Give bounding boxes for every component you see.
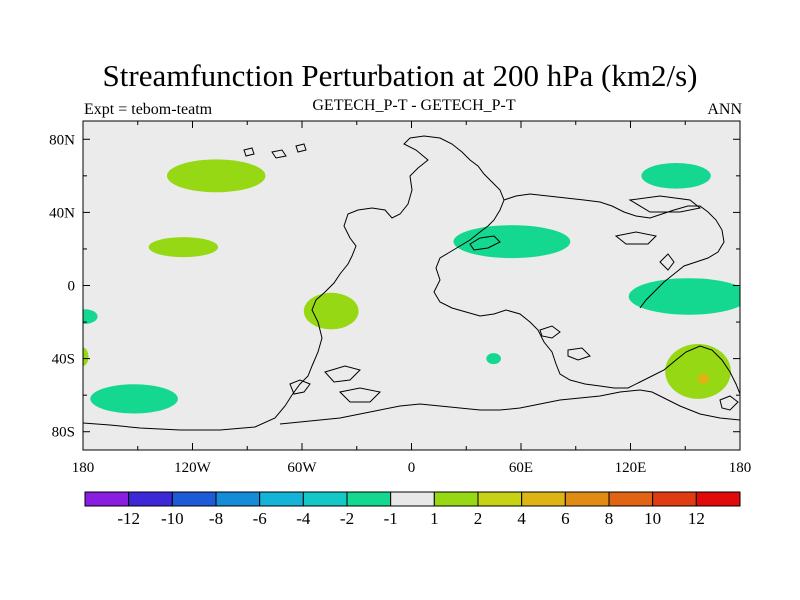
y-tick-label-1: 40N [49, 205, 75, 221]
colorbar-label-1: -10 [161, 509, 184, 528]
experiment-label: Expt = tebom-teatm [84, 101, 213, 118]
colorbar-label-3: -6 [253, 509, 267, 528]
colorbar-label-11: 8 [605, 509, 614, 528]
colorbar-label-6: -1 [384, 509, 398, 528]
coastline-island-12 [628, 195, 702, 213]
x-tick-label-0: 180 [72, 460, 95, 476]
y-tick-label-2: 0 [68, 279, 76, 295]
coastline-island-4 [539, 325, 561, 339]
anomaly-region-11 [486, 353, 501, 365]
coastline-island-10 [295, 143, 307, 153]
colorbar-box-0 [84, 491, 130, 507]
colorbar-box-12 [608, 491, 654, 507]
coastline-north-asia [503, 193, 725, 309]
coastline-island-2 [324, 365, 361, 383]
colorbar-label-10: 6 [561, 509, 570, 528]
anomaly-region-4 [698, 373, 709, 385]
anomaly-region-5 [83, 347, 89, 366]
x-tick-label-2: 60W [287, 460, 317, 476]
x-tick-label-4: 60E [509, 460, 533, 476]
y-axis: 80N 40N 0 40S 80S [49, 132, 740, 441]
y-tick-label-4: 80S [52, 425, 75, 441]
colorbar-label-12: 10 [644, 509, 661, 528]
coastline-island-8 [243, 147, 255, 157]
coastline-island-9 [271, 149, 287, 159]
coastline-island-13 [719, 395, 739, 411]
chart-title: Streamfunction Perturbation at 200 hPa (… [102, 58, 698, 93]
anomaly-region-0 [166, 159, 266, 193]
colorbar-box-13 [652, 491, 697, 507]
colorbar-box-4 [259, 491, 304, 507]
anomaly-region-6 [453, 225, 571, 259]
coastline-island-7 [659, 253, 675, 271]
coastline-south [279, 389, 740, 425]
colorbar-label-5: -2 [340, 509, 354, 528]
anomaly-region-9 [90, 384, 178, 414]
anomaly-regions [83, 159, 740, 414]
colorbar-box-8 [433, 491, 479, 507]
colorbar-label-4: -4 [296, 509, 311, 528]
colorbar-label-7: 1 [430, 509, 439, 528]
x-tick-label-3: 0 [408, 460, 416, 476]
colorbar-box-14 [695, 491, 741, 507]
colorbar-box-5 [302, 491, 348, 507]
colorbar-box-2 [171, 491, 217, 507]
colorbar-box-11 [564, 491, 610, 507]
anomaly-region-10 [83, 309, 98, 324]
x-tick-label-5: 120E [615, 460, 647, 476]
anomaly-region-1 [148, 237, 219, 258]
anomaly-region-3 [665, 343, 731, 399]
colorbar-box-9 [477, 491, 523, 507]
colorbar-box-7 [390, 491, 435, 507]
season-label: ANN [707, 101, 742, 118]
colorbar-box-6 [346, 491, 392, 507]
coastline-main [83, 135, 740, 431]
anomaly-region-8 [628, 278, 740, 315]
coastline-island-1 [289, 379, 311, 395]
colorbar-label-13: 12 [688, 509, 705, 528]
coastline-island-3 [338, 387, 382, 403]
coastline-island-6 [614, 231, 658, 245]
colorbar-box-10 [521, 491, 566, 507]
y-tick-label-3: 40S [52, 352, 75, 368]
model-label: GETECH_P-T - GETECH_P-T [312, 97, 516, 114]
colorbar-box-1 [128, 491, 173, 507]
colorbar-label-8: 2 [474, 509, 483, 528]
x-tick-label-1: 120W [174, 460, 212, 476]
coastline-island-11 [469, 235, 501, 251]
coastline-island-5 [567, 347, 591, 361]
colorbar-box-3 [215, 491, 261, 507]
coastlines [83, 135, 740, 431]
anomaly-region-7 [641, 163, 711, 189]
x-tick-label-6: 180 [729, 460, 752, 476]
colorbar: -12 -10 -8 -6 -4 -2 -1 1 2 4 6 8 10 12 [84, 491, 741, 528]
x-axis: 180 120W 60W 0 60E 120E 180 [72, 121, 752, 476]
y-tick-label-0: 80N [49, 132, 75, 148]
colorbar-label-2: -8 [209, 509, 223, 528]
colorbar-label-0: -12 [117, 509, 140, 528]
colorbar-label-9: 4 [517, 509, 526, 528]
